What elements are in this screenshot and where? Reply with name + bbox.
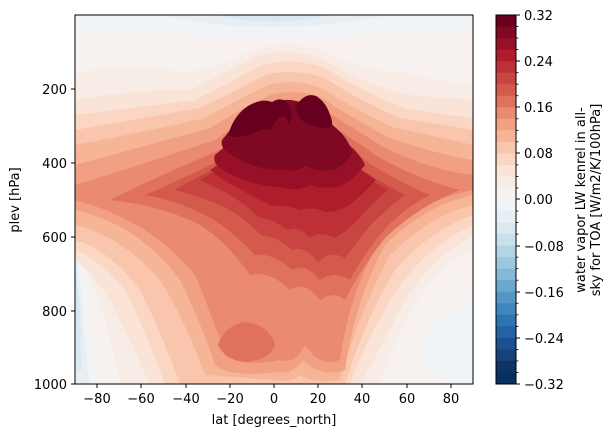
y-axis: 200 400 600 800 1000 plev [hPa] — [8, 83, 75, 393]
colorbar-tick-label: 0.16 — [524, 101, 553, 116]
colorbar-tick-label: −0.16 — [524, 286, 564, 301]
colorbar-tick-label: 0.24 — [524, 55, 553, 70]
colorbar-tick-label: 0.00 — [524, 193, 553, 208]
x-axis-label: lat [degrees_north] — [212, 413, 337, 428]
y-tick-label: 200 — [42, 83, 67, 98]
colorbar-swatches — [496, 15, 516, 385]
x-tick-label: 60 — [399, 392, 416, 407]
colorbar-tick-label: −0.32 — [524, 378, 564, 393]
colorbar-label-line1: water vapor LW kenrel in all- — [574, 107, 589, 293]
colorbar: 0.32 0.24 0.16 0.08 0.00 −0.08 −0.16 −0.… — [495, 9, 604, 393]
x-tick-label: 0 — [270, 392, 278, 407]
y-axis-label: plev [hPa] — [8, 167, 23, 232]
x-tick-label: −80 — [83, 392, 110, 407]
x-tick-label: −40 — [172, 392, 199, 407]
y-tick-label: 600 — [42, 231, 67, 246]
x-tick-label: 80 — [443, 392, 460, 407]
colorbar-minor-ticks — [516, 26, 519, 373]
x-tick-label: 40 — [354, 392, 371, 407]
colorbar-tick-label: −0.24 — [524, 332, 564, 347]
y-tick-label: 400 — [42, 157, 67, 172]
y-tick-label: 1000 — [34, 378, 67, 393]
colorbar-tick-label: −0.08 — [524, 240, 564, 255]
colorbar-tick-label: 0.08 — [524, 147, 553, 162]
x-tick-label: 20 — [310, 392, 327, 407]
colorbar-tick-label: 0.32 — [524, 9, 553, 24]
x-tick-label: −60 — [127, 392, 154, 407]
x-axis: −80 −60 −40 −20 0 20 40 60 80 lat [degre… — [83, 384, 459, 428]
contour-field — [75, 15, 473, 384]
y-tick-label: 800 — [42, 305, 67, 320]
colorbar-label-line2: sky for TOA [W/m2/K/100hPa] — [589, 104, 604, 297]
x-tick-label: −20 — [216, 392, 243, 407]
